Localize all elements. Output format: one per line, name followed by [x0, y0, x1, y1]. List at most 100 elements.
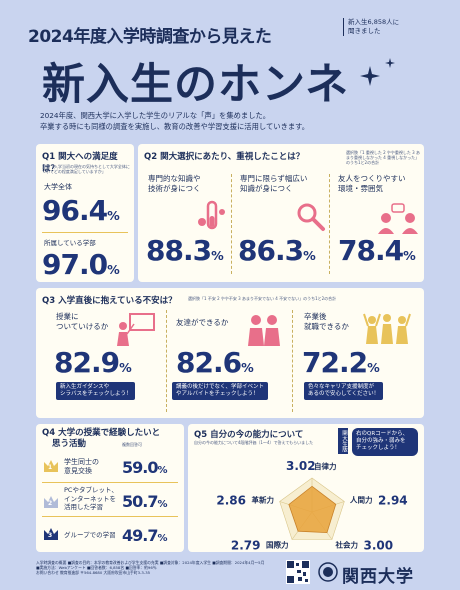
badge-line2: 聞きました — [348, 27, 381, 35]
presentation-icon — [117, 313, 155, 346]
q2-title: Q2 関大選択にあたり、重視したことは？ — [144, 152, 305, 162]
radar-axis-label: 2.86 革新力 — [216, 494, 274, 508]
divider — [42, 482, 178, 483]
test-tube-icon — [198, 200, 225, 230]
radar-axis-value: 2.79 — [231, 538, 261, 552]
q2-note: 選択肢「1 重視した 2 やや重視した 3 あまり重視しなかった 4 重視しなか… — [346, 150, 420, 165]
q4-item1-label: 学生同士の 意見交換 — [64, 458, 99, 475]
q3-title: Q3 入学直後に抱えている不安は？ — [42, 296, 177, 306]
percent-unit: % — [107, 208, 120, 223]
divider — [166, 310, 167, 412]
q5-note: 自分の今の能力について4段階評価（1〜4）で答えてもらいました — [194, 440, 314, 445]
q3-note: 選択肢「1 不安 2 やや不安 3 あまり不安でない 4 不安でない」のうち1と… — [188, 296, 337, 301]
q3-item1-tip: 新入生ガイダンスや シラバスをチェックしよう！ — [56, 382, 136, 400]
q1-value1: 96.4 — [42, 194, 108, 227]
footer-line2: ■実施方法：Webアンケート ■回答者数：6,858名 ■回答率：約96％ — [36, 565, 157, 570]
q4-item2-value: 50.7% — [122, 492, 168, 511]
q1-label-university: 大学全体 — [44, 183, 72, 191]
radar-axis-name: 革新力 — [251, 495, 274, 505]
q3-item1-value: 82.9% — [54, 346, 132, 379]
footer-line3: お問い合わせ 教育推進部 〒564-8680 大阪府吹田市山手町3-3-35 — [36, 570, 151, 575]
crown-icon — [44, 460, 58, 472]
q1-note: 質問「入学当初の現在の気持ちとして大学全体についてどの程度満足していますか」 — [42, 164, 130, 174]
q3-item2-tip: 講義の後だけでなく、学部イベント やアルバイトをチェックしよう！ — [172, 382, 269, 400]
divider — [42, 232, 128, 233]
q4-item1-value: 59.0% — [122, 458, 168, 477]
percent-unit: % — [107, 262, 120, 277]
q4-rank2: 2 — [48, 500, 53, 507]
radar-axis-name: 国際力 — [266, 539, 289, 549]
q4-item3-label: グループでの学習 — [64, 531, 116, 539]
q4-item2-label: PCやタブレット、 インターネットを 活用した学習 — [64, 486, 118, 511]
q5-title: Q5 自分の今の能力について — [194, 430, 304, 440]
q1-value-faculty: 97.0% — [42, 248, 120, 281]
intro-line1: 2024年度、関西大学に入学した学生のリアルな「声」を集めました。 — [40, 111, 271, 120]
q3-item3-tip: 色々なキャリア支援制度が あるので安心してください！ — [304, 382, 384, 400]
radar-axis-label: 3.00 社会力 — [335, 538, 394, 552]
q3-item2-value: 82.6% — [176, 346, 254, 379]
q2-card: Q2 関大選択にあたり、重視したことは？ 選択肢「1 重視した 2 やや重視した… — [138, 144, 424, 282]
radar-axis-value: 2.94 — [378, 494, 408, 508]
q3-item3-value: 72.2% — [302, 346, 380, 379]
sparkle-icon — [360, 66, 380, 86]
footer-line1: 入学時調査の概要 ■調査の目的：本学の教育改善および学生支援の充実 ■調査対象：… — [36, 560, 265, 565]
q2-item3-value: 78.4% — [338, 234, 416, 267]
q2-item2-label: 専門に限らず幅広い 知識が身につく — [240, 174, 308, 193]
q4-item3-value: 49.7% — [122, 526, 168, 545]
q3-item2-label: 友達ができるか — [176, 318, 229, 327]
radar-axis-name: 社会力 — [335, 539, 359, 549]
q2-item1-label: 専門的な知識や 技術が身につく — [148, 174, 201, 193]
q2-item2-value: 86.3% — [238, 234, 316, 267]
crown-icon — [44, 528, 58, 540]
crown-icon — [44, 496, 58, 508]
divider — [42, 516, 178, 517]
badge-line1: 新入生6,858人に — [348, 18, 400, 26]
q1-label-faculty: 所属している学部 — [44, 239, 96, 247]
q4-card: Q4 大学の授業で経験したいと 思う活動 複数回答可 1 学生同士の 意見交換 … — [36, 424, 184, 552]
radar-axis-label: 2.94 人間力 — [350, 494, 408, 508]
qr-callout: 右のQRコードから、 自分の強み・弱みを チェックしよう！ — [352, 428, 418, 456]
divider — [329, 174, 330, 274]
radar-axis-name: 人間力 — [350, 495, 373, 505]
radar-series-area — [288, 485, 337, 534]
page-title: 新入生のホンネ — [42, 60, 350, 110]
qr-tag: 関大生版 — [338, 428, 348, 454]
radar-axis-value: 3.02 — [286, 459, 316, 473]
cheering-people-icon — [363, 313, 411, 344]
divider — [231, 174, 232, 274]
q4-rank1: 1 — [48, 464, 53, 471]
university-seal-icon — [318, 562, 338, 582]
radar-axis-value: 3.00 — [364, 538, 394, 552]
qr-code[interactable] — [286, 560, 310, 584]
q1-value-university: 96.4% — [42, 194, 120, 227]
respondent-badge: 新入生6,858人に 聞きました — [343, 18, 437, 36]
footer-info: 入学時調査の概要 ■調査の目的：本学の教育改善および学生支援の充実 ■調査対象：… — [36, 560, 284, 575]
q3-item1-label: 授業に ついていけるか — [56, 312, 109, 331]
friends-icon — [248, 315, 280, 346]
intro-line2: 卒業する時にも同様の調査を実施し、教育の改善や学習支援に活用していきます。 — [40, 122, 310, 131]
q5-card: Q5 自分の今の能力について 自分の今の能力について4段階評価（1〜4）で答えて… — [188, 424, 424, 552]
q1-card: Q1 関大への満足度は？ 質問「入学当初の現在の気持ちとして大学全体についてどの… — [36, 144, 134, 282]
radar-axis-name: 自律力 — [314, 461, 337, 471]
q3-card: Q3 入学直後に抱えている不安は？ 選択肢「1 不安 2 やや不安 3 あまり不… — [36, 288, 424, 418]
q1-title: Q1 関大への満足度は？ — [42, 152, 118, 174]
q3-item3-label: 卒業後 就職できるか — [304, 312, 349, 331]
q4-note: 複数回答可 — [122, 442, 142, 447]
chat-people-icon — [378, 203, 418, 234]
intro-text: 2024年度、関西大学に入学した学生のリアルな「声」を集めました。 卒業する時に… — [40, 110, 309, 132]
radar-axis-value: 2.86 — [216, 494, 246, 508]
title-line1: 2024年度入学時調査から見えた — [28, 27, 272, 47]
q1-value2: 97.0 — [42, 248, 108, 281]
radar-axis-label: 2.79 国際力 — [231, 538, 289, 552]
divider — [292, 310, 293, 412]
magnifier-icon — [297, 203, 325, 231]
header: 2024年度入学時調査から見えた 新入生のホンネ 新入生6,858人に 聞きまし… — [0, 0, 460, 132]
q4-rank3: 3 — [48, 532, 53, 539]
sparkle-icon — [385, 58, 395, 68]
university-logo: 関西大学 — [342, 567, 414, 587]
q2-item1-value: 88.3% — [146, 234, 224, 267]
q4-title: Q4 大学の授業で経験したいと 思う活動 — [42, 428, 161, 449]
q2-item3-label: 友人をつくりやすい 環境・雰囲気 — [338, 174, 406, 193]
